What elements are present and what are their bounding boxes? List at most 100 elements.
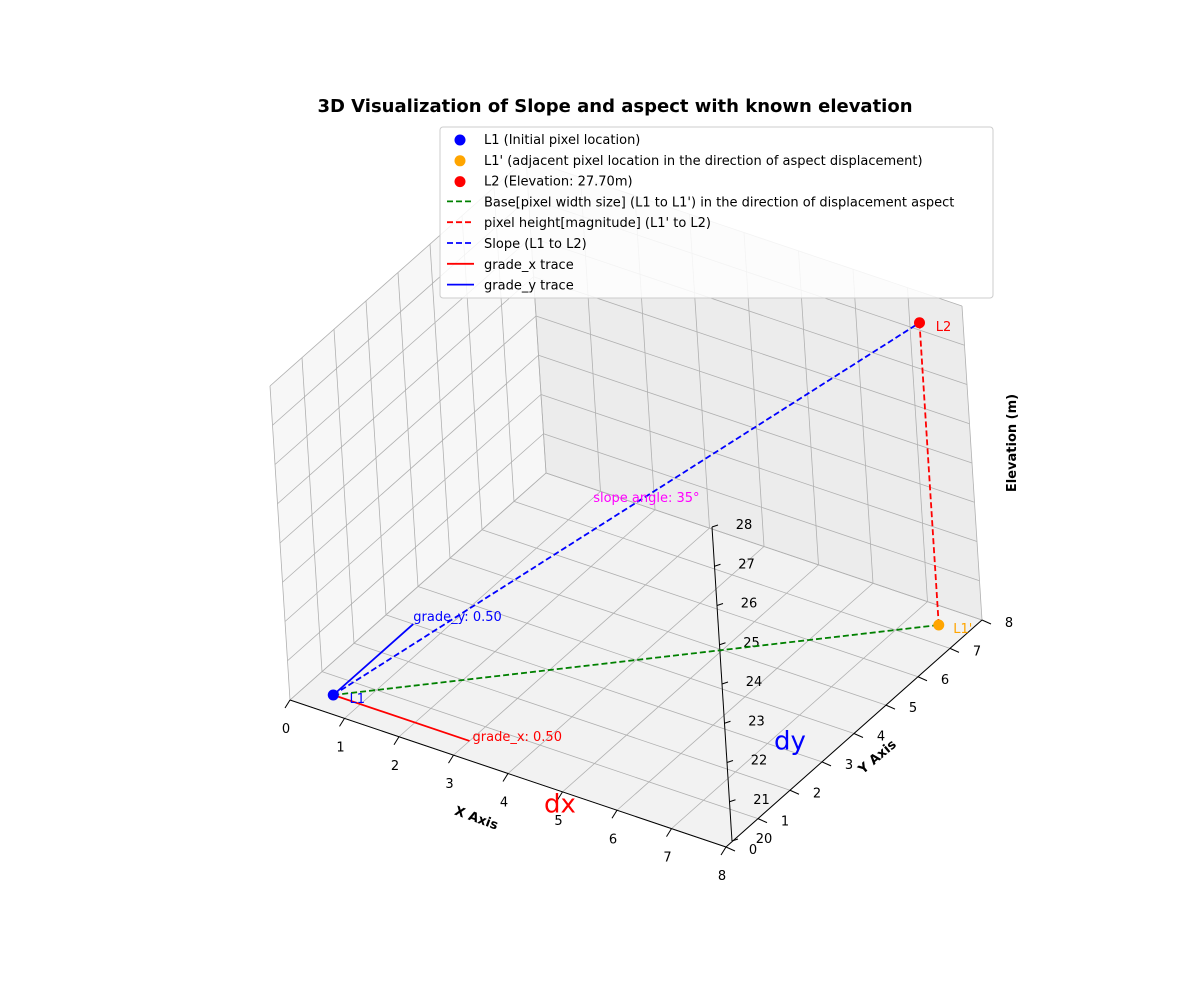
legend-label-l2: L2 (Elevation: 27.70m) [484, 175, 633, 190]
z-tick-mark [716, 603, 724, 606]
legend-label-l1p: L1' (adjacent pixel location in the dire… [484, 154, 923, 169]
grid-line-z [279, 315, 537, 544]
grid-line-z [545, 472, 983, 621]
legend-label-height: pixel height[magnitude] (L1' to L2) [484, 216, 711, 231]
annotation-dx: dx [544, 789, 576, 819]
z-tick-mark [726, 760, 734, 763]
point-l2 [914, 317, 925, 329]
z-tick-label: 20 [756, 832, 773, 847]
y-tick-mark [725, 846, 736, 852]
y-tick-mark [757, 818, 768, 824]
y-tick-mark [885, 704, 896, 710]
x-tick-mark [393, 736, 400, 746]
y-tick-label: 2 [813, 786, 821, 801]
x-tick-label: 0 [282, 722, 290, 737]
z-tick-label: 24 [746, 675, 763, 690]
point-label-l2: L2 [936, 320, 952, 335]
x-tick-label: 4 [500, 796, 508, 811]
y-tick-label: 0 [749, 843, 757, 858]
x-tick-mark [448, 754, 454, 764]
legend-marker-l2 [454, 176, 466, 188]
y-tick-mark [949, 647, 960, 653]
legend-label-base: Base[pixel width size] (L1 to L1') in th… [484, 195, 954, 210]
z-tick-label: 22 [751, 754, 768, 769]
x-tick-mark [720, 846, 727, 856]
x-tick-mark [339, 718, 345, 727]
annotations: grade_x: 0.50 grade_y: 0.50 slope angle: 3… [413, 491, 806, 819]
annotation-angle: slope angle: 35° [593, 491, 699, 506]
z-tick-mark [731, 838, 739, 842]
grid-line-z [538, 354, 975, 503]
x-tick-label: 1 [336, 740, 344, 755]
grid-line-y [321, 671, 759, 820]
line-base [333, 624, 939, 696]
x-tick-mark [666, 828, 672, 837]
z-tick-label: 21 [753, 793, 770, 808]
z-tick-mark [724, 720, 731, 724]
z-tick-label: 26 [741, 597, 758, 612]
grid-line-y [353, 642, 791, 791]
point-l1 [327, 689, 339, 701]
z-tick-mark [711, 524, 719, 528]
z-tick-label: 25 [743, 636, 760, 651]
plot-series: L1 L1' L2 [327, 317, 972, 742]
grid-line-z [282, 354, 539, 583]
grid-line-z [540, 394, 978, 542]
x-tick-label: 5 [554, 814, 562, 829]
x-tick-mark [502, 773, 509, 782]
legend-label-slope: Slope (L1 to L2) [484, 237, 587, 252]
grid-line-z [533, 276, 970, 425]
line-gradey [332, 623, 414, 696]
line-height [918, 322, 940, 626]
y-tick-label: 1 [781, 815, 789, 830]
x-tick-mark [284, 699, 291, 709]
grid-line-y [385, 614, 823, 763]
line-slope [332, 322, 920, 696]
annotation-gy: grade_y: 0.50 [413, 610, 502, 625]
legend-marker-l1p [454, 155, 466, 167]
point-l1p [933, 619, 945, 631]
legend-box [439, 126, 994, 299]
grid-line-y [449, 557, 887, 706]
grid-line-z [287, 433, 544, 662]
y-tick-mark [917, 676, 928, 682]
legend-label-gradex: grade_x trace [484, 258, 574, 273]
grid-line-z [535, 315, 973, 464]
z-tick-mark [719, 642, 726, 646]
legend-marker-l1 [454, 134, 466, 146]
x-tick-label: 6 [609, 832, 617, 847]
x-tick-mark [611, 809, 618, 819]
z-tick-mark [721, 681, 729, 685]
x-tick-label: 3 [445, 777, 453, 792]
x-axis-label: X Axis [452, 804, 500, 834]
z-tick-mark [729, 799, 736, 803]
grid-line-z [543, 433, 980, 582]
z-tick-label: 27 [738, 557, 755, 572]
y-tick-label: 6 [941, 673, 949, 688]
grid-line-y [417, 586, 855, 734]
z-tick-label: 28 [736, 518, 753, 533]
grid-line-z [277, 276, 534, 505]
grid-line-z [284, 394, 542, 622]
annotation-gx: grade_x: 0.50 [473, 730, 562, 745]
y-tick-label: 8 [1005, 616, 1013, 631]
y-tick-mark [821, 761, 832, 767]
point-label-l1p: L1' [953, 622, 972, 637]
line-gradex [332, 694, 470, 742]
z-axis-label: Elevation (m) [1005, 394, 1020, 492]
y-tick-label: 4 [877, 730, 885, 745]
y-tick-mark [981, 619, 992, 625]
point-label-l1: L1 [349, 692, 365, 707]
x-tick-label: 8 [718, 869, 726, 884]
y-tick-mark [789, 789, 800, 795]
y-tick-mark [853, 733, 864, 738]
y-tick-label: 5 [909, 701, 917, 716]
y-tick-label: 7 [973, 644, 981, 659]
y-tick-label: 3 [845, 758, 853, 773]
grid-line-z [289, 472, 547, 701]
legend: L1 (Initial pixel location) L1' (adjacent… [439, 126, 994, 299]
z-tick-mark [714, 563, 721, 567]
grid-lines [269, 158, 983, 848]
